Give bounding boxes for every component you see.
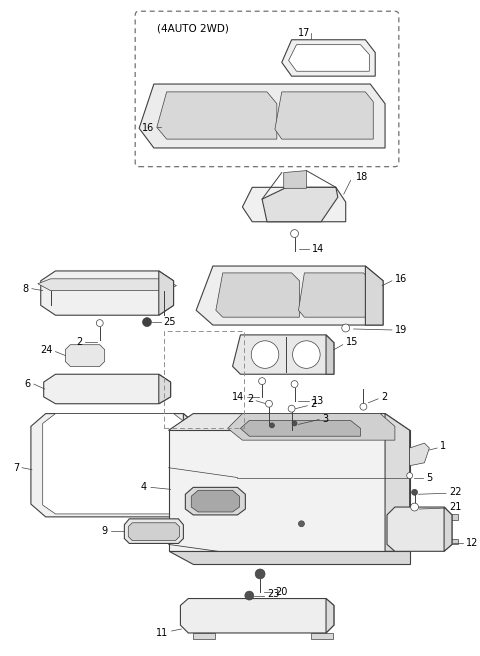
Bar [448, 539, 458, 544]
Circle shape [412, 489, 418, 495]
Circle shape [251, 340, 279, 368]
Polygon shape [216, 273, 300, 318]
Text: 11: 11 [156, 628, 168, 638]
Text: 18: 18 [356, 173, 368, 182]
Polygon shape [128, 523, 180, 541]
Text: 13: 13 [312, 396, 324, 406]
Polygon shape [159, 271, 174, 316]
Polygon shape [41, 271, 174, 316]
Polygon shape [196, 266, 383, 325]
Polygon shape [38, 279, 177, 291]
Circle shape [143, 318, 151, 327]
Circle shape [245, 591, 254, 600]
Text: 5: 5 [426, 472, 432, 483]
Text: 3: 3 [322, 413, 328, 424]
Circle shape [265, 400, 273, 407]
Polygon shape [139, 84, 385, 148]
Polygon shape [185, 487, 245, 515]
Circle shape [290, 230, 299, 237]
Polygon shape [282, 40, 375, 76]
Circle shape [291, 380, 298, 388]
Polygon shape [262, 188, 338, 222]
Text: 7: 7 [13, 462, 19, 473]
Text: 14: 14 [312, 244, 324, 255]
Polygon shape [444, 507, 452, 551]
Text: 8: 8 [23, 283, 29, 294]
Circle shape [410, 503, 419, 511]
Polygon shape [44, 374, 170, 403]
Circle shape [96, 319, 103, 327]
Polygon shape [124, 519, 183, 543]
Polygon shape [233, 335, 334, 374]
Text: 2: 2 [76, 337, 82, 347]
Text: 20: 20 [275, 586, 287, 597]
Polygon shape [31, 413, 198, 517]
Text: 25: 25 [164, 317, 176, 327]
Polygon shape [288, 45, 369, 72]
Polygon shape [168, 551, 409, 564]
Polygon shape [159, 374, 170, 403]
Polygon shape [299, 273, 372, 318]
Text: 2: 2 [247, 394, 253, 404]
Text: 2: 2 [381, 392, 387, 402]
Text: (4AUTO 2WD): (4AUTO 2WD) [157, 24, 228, 34]
Bar [448, 514, 458, 520]
Polygon shape [242, 188, 346, 222]
Text: 15: 15 [346, 337, 358, 347]
Polygon shape [228, 413, 395, 440]
Polygon shape [168, 413, 409, 443]
Text: 23: 23 [267, 588, 279, 599]
Text: 12: 12 [466, 539, 478, 548]
Circle shape [360, 403, 367, 410]
Polygon shape [365, 266, 383, 325]
Text: 17: 17 [298, 28, 311, 38]
Text: 9: 9 [101, 525, 108, 536]
Circle shape [292, 421, 297, 426]
Polygon shape [284, 171, 306, 188]
Text: 19: 19 [395, 325, 407, 335]
Polygon shape [180, 598, 334, 633]
Polygon shape [65, 344, 105, 366]
Circle shape [342, 324, 349, 332]
Polygon shape [385, 413, 409, 551]
Text: 16: 16 [142, 123, 154, 133]
Polygon shape [168, 430, 409, 551]
Polygon shape [157, 92, 277, 139]
Polygon shape [326, 335, 334, 374]
Text: 6: 6 [25, 379, 31, 389]
Circle shape [293, 340, 320, 368]
Text: 4: 4 [141, 482, 147, 493]
Bar [311, 633, 333, 639]
Polygon shape [326, 598, 334, 633]
Polygon shape [43, 413, 186, 514]
Circle shape [269, 423, 275, 428]
Text: 1: 1 [440, 441, 446, 451]
Circle shape [299, 521, 304, 527]
Polygon shape [409, 443, 429, 466]
Text: 24: 24 [40, 344, 52, 355]
Circle shape [407, 472, 413, 478]
Polygon shape [387, 507, 452, 551]
Text: 21: 21 [449, 502, 461, 512]
Polygon shape [275, 92, 373, 139]
Text: 16: 16 [395, 274, 407, 284]
Circle shape [259, 378, 265, 384]
Polygon shape [191, 490, 240, 512]
Text: 14: 14 [232, 392, 244, 402]
Circle shape [288, 405, 295, 412]
Polygon shape [240, 420, 360, 436]
Polygon shape [183, 413, 198, 517]
Bar [193, 633, 215, 639]
Text: 2: 2 [310, 399, 316, 409]
Text: 22: 22 [449, 487, 461, 497]
Circle shape [255, 569, 265, 579]
